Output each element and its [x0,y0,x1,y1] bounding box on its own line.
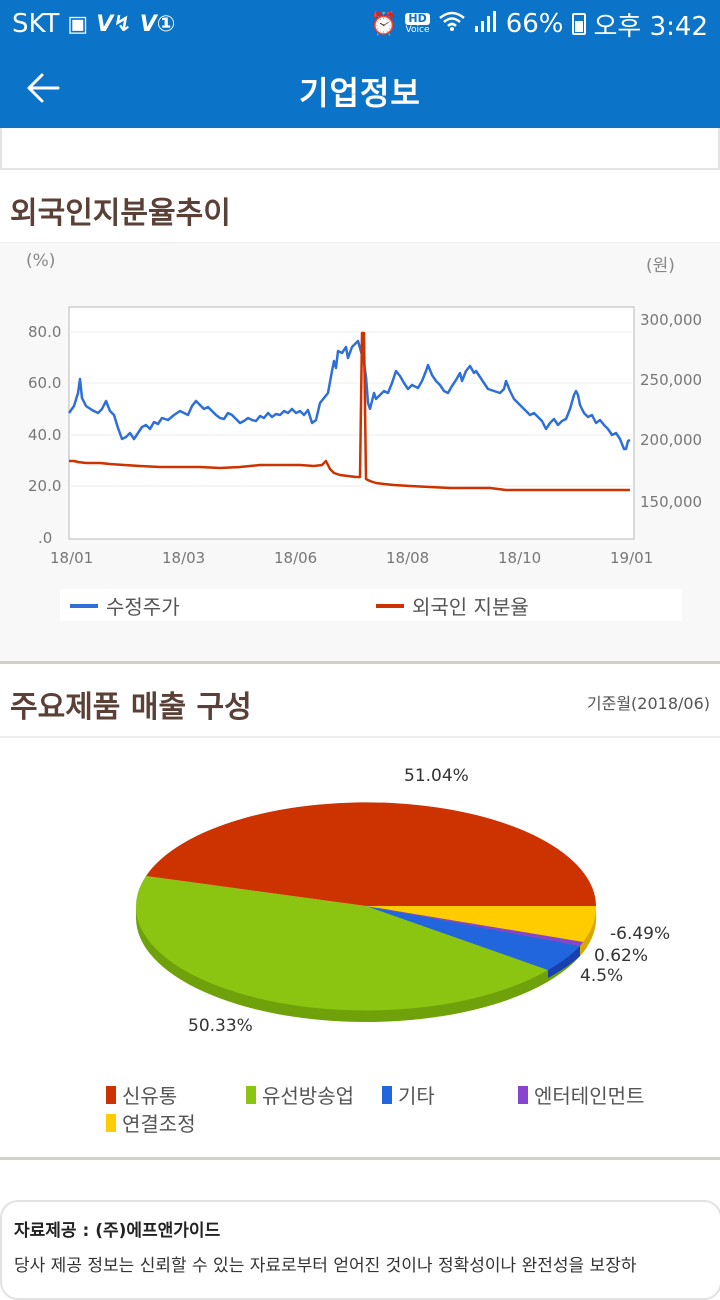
foreign-ownership-title: 외국인지분율추이 [10,196,231,231]
line-chart-legend: 수정주가 외국인 지분율 [60,589,682,621]
battery-icon [571,13,586,35]
section-divider [0,661,720,664]
disclaimer-card: 자료제공 : (주)에프앤가이드 당사 제공 정보는 신뢰할 수 있는 자료로부… [0,1200,720,1300]
y-tick-left: .0 [38,529,53,547]
legend-swatch [106,1113,116,1132]
pie-plot [135,802,597,1022]
disclaimer-body: 당사 제공 정보는 신뢰할 수 있는 자료로부터 얻어진 것이나 정확성이나 완… [14,1256,637,1276]
y-tick-right: 200,000 [640,431,703,449]
basis-month: 기준월(2018/06) [586,694,710,713]
wifi-icon [438,10,466,38]
x-tick: 19/01 [610,549,654,567]
legend-item-cable: 유선방송업 [246,1080,354,1109]
foreign-ownership-chart: (%) (원) 80.0 60.0 40.0 20.0 .0 300,000 2… [0,242,720,662]
back-button[interactable] [22,66,66,110]
legend-line-icon [376,603,404,608]
y-tick-left: 20.0 [28,477,62,495]
pie-label-etc: 4.5% [580,966,624,986]
volte-icon-2: V① [139,11,176,37]
y-tick-left: 40.0 [28,426,62,444]
y-tick-left: 80.0 [28,323,62,341]
pie-label-cable: 50.33% [188,1016,253,1036]
line-chart-plot [67,306,635,540]
y-tick-left: 60.0 [28,374,62,392]
pie-label-retail: 51.04% [404,766,469,786]
blank-card [0,128,720,170]
right-axis-unit: (원) [646,256,675,276]
x-tick: 18/10 [498,549,542,567]
signal-icon [474,10,498,38]
arrow-left-icon [27,73,60,103]
page-title: 기업정보 [299,74,421,112]
legend-item-foreign: 외국인 지분율 [376,591,529,620]
legend-item-entertainment: 엔터테인먼트 [518,1080,644,1109]
y-tick-right: 300,000 [640,311,703,329]
sales-pie-chart: 51.04% 50.33% 4.5% 0.62% -6.49% 신유통 유선방송… [0,736,720,1158]
legend-item-etc: 기타 [382,1080,435,1109]
x-tick: 18/03 [162,549,206,567]
disclaimer-title: 자료제공 : (주)에프앤가이드 [14,1221,221,1241]
clock: 오후 3:42 [593,11,709,42]
status-left: SKT ▣ V↯ V① [12,9,175,39]
battery-percent: 66% [505,9,564,39]
legend-swatch [106,1085,116,1104]
pie-label-adjustment: -6.49% [610,924,671,944]
pie-label-entertainment: 0.62% [594,946,649,966]
x-tick: 18/06 [274,549,318,567]
section-divider [0,1157,720,1160]
left-axis-unit: (%) [26,251,56,271]
y-tick-right: 150,000 [640,493,703,511]
hd-voice-icon: HD Voice [405,12,430,35]
legend-item-adjustment: 연결조정 [106,1108,196,1137]
x-tick: 18/01 [50,549,94,567]
gallery-icon: ▣ [67,11,89,37]
carrier-label: SKT [12,9,60,39]
legend-swatch [382,1085,392,1104]
y-tick-right: 250,000 [640,371,703,389]
legend-item-price: 수정주가 [70,591,180,620]
app-bar: 기업정보 [0,48,720,128]
legend-line-icon [70,603,98,608]
volte-icon: V↯ [96,11,132,37]
legend-swatch [518,1085,528,1104]
alarm-icon: ⏰ [369,11,398,37]
legend-swatch [246,1085,256,1104]
legend-item-retail: 신유통 [106,1080,177,1109]
status-right: ⏰ HD Voice 66% 오후 3:42 [370,6,708,43]
status-bar: SKT ▣ V↯ V① ⏰ HD Voice 66% 오후 3:42 [0,0,720,48]
sales-composition-title: 주요제품 매출 구성 [10,690,252,725]
x-tick: 18/08 [386,549,430,567]
